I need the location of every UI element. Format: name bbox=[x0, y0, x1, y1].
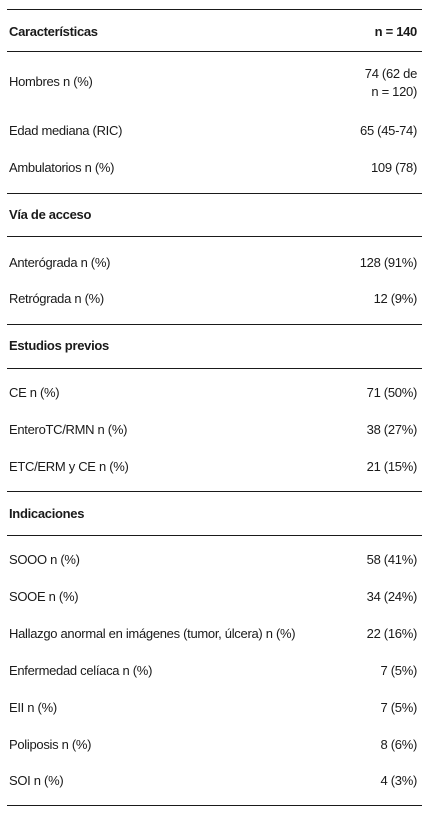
row-label-retrograda: Retrógrada n (%) bbox=[9, 291, 104, 306]
row-value-sooe: 34 (24%) bbox=[366, 589, 418, 604]
row-label-ce: CE n (%) bbox=[9, 385, 60, 400]
section-rule bbox=[7, 193, 422, 194]
row-value-ce: 71 (50%) bbox=[366, 385, 418, 400]
row-label-enterotc-rmn: EnteroTC/RMN n (%) bbox=[9, 422, 128, 437]
section-rule bbox=[7, 324, 422, 325]
row-label-hallazgo-anormal: Hallazgo anormal en imágenes (tumor, úlc… bbox=[9, 626, 296, 641]
row-value-edad: 65 (45-74) bbox=[360, 123, 417, 138]
row-value-poliposis: 8 (6%) bbox=[380, 737, 418, 752]
table-bottom-rule bbox=[7, 805, 422, 806]
section-title-rule bbox=[7, 535, 422, 536]
row-label-edad: Edad mediana (RIC) bbox=[9, 123, 123, 138]
row-label-enfermedad-celiaca: Enfermedad celíaca n (%) bbox=[9, 663, 153, 678]
section-title-estudios-previos: Estudios previos bbox=[9, 338, 109, 353]
row-value-enterotc-rmn: 38 (27%) bbox=[366, 422, 418, 437]
row-label-anterograda: Anterógrada n (%) bbox=[9, 255, 111, 270]
row-value-etc-erm-ce: 21 (15%) bbox=[366, 459, 418, 474]
section-rule bbox=[7, 491, 422, 492]
row-value-sooo: 58 (41%) bbox=[366, 552, 418, 567]
table-top-rule bbox=[7, 9, 422, 10]
section-title-via-acceso: Vía de acceso bbox=[9, 207, 92, 222]
section-title-rule bbox=[7, 236, 422, 237]
row-value-enfermedad-celiaca: 7 (5%) bbox=[380, 663, 418, 678]
row-label-hombres: Hombres n (%) bbox=[9, 74, 93, 89]
row-value-soi: 4 (3%) bbox=[380, 773, 418, 788]
row-label-soi: SOI n (%) bbox=[9, 773, 64, 788]
row-value-hombres: 74 (62 de n = 120) bbox=[364, 66, 418, 99]
section-title-indicaciones: Indicaciones bbox=[9, 506, 85, 521]
header-rule bbox=[7, 51, 422, 52]
row-value-anterograda: 128 (91%) bbox=[359, 255, 418, 270]
row-label-ambulatorios: Ambulatorios n (%) bbox=[9, 160, 115, 175]
row-label-poliposis: Poliposis n (%) bbox=[9, 737, 92, 752]
header-characteristics: Características bbox=[9, 24, 98, 39]
row-value-retrograda: 12 (9%) bbox=[373, 291, 418, 306]
row-value-ambulatorios: 109 (78) bbox=[370, 160, 417, 175]
row-value-eii: 7 (5%) bbox=[380, 700, 418, 715]
row-value-hallazgo-anormal: 22 (16%) bbox=[366, 626, 418, 641]
section-title-rule bbox=[7, 368, 422, 369]
header-n-total: n = 140 bbox=[374, 24, 418, 39]
row-label-eii: EII n (%) bbox=[9, 700, 57, 715]
row-label-etc-erm-ce: ETC/ERM y CE n (%) bbox=[9, 459, 129, 474]
row-label-sooo: SOOO n (%) bbox=[9, 552, 80, 567]
row-label-sooe: SOOE n (%) bbox=[9, 589, 79, 604]
